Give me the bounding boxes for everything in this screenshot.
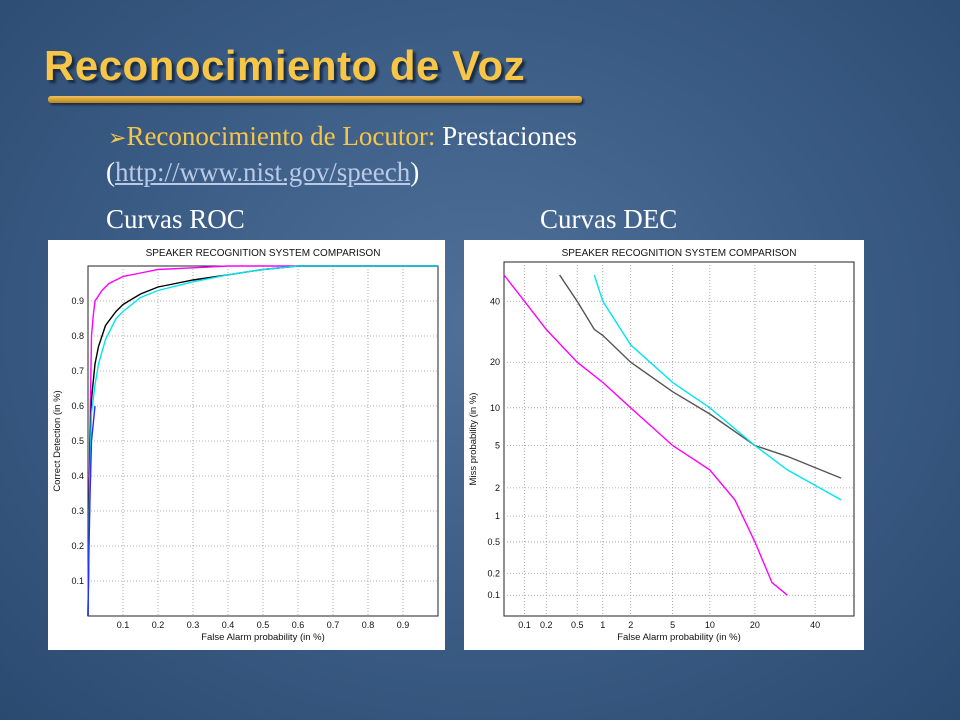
x-tick-label: 40 [810,620,820,630]
x-tick-label: 5 [670,620,675,630]
series-line-0 [87,265,438,617]
x-tick-label: 1 [600,620,605,630]
x-tick-label: 0.9 [397,620,410,630]
x-tick-label: 0.2 [540,620,553,630]
y-tick-label: 0.3 [71,506,84,516]
y-tick-label: 1 [495,511,500,521]
x-tick-label: 0.5 [571,620,584,630]
series-line-2 [87,265,438,617]
bullet-highlight: Reconocimiento de Locutor: [126,121,436,151]
x-tick-label: 0.8 [362,620,375,630]
x-tick-label: 0.3 [187,620,200,630]
y-tick-label: 0.6 [71,401,84,411]
bullet-rest: Prestaciones [435,121,578,151]
bullet-line: ➢Reconocimiento de Locutor: Prestaciones [108,120,577,154]
title-underline [48,96,582,103]
y-tick-label: 0.7 [71,366,84,376]
x-tick-label: 0.6 [292,620,305,630]
x-tick-label: 0.5 [257,620,270,630]
y-tick-label: 0.8 [71,331,84,341]
subtitle-dec: Curvas DEC [540,204,678,234]
y-tick-label: 2 [495,483,500,493]
y-tick-label: 0.2 [71,541,84,551]
y-tick-label: 10 [490,403,500,413]
dec-chart-panel: SPEAKER RECOGNITION SYSTEM COMPARISON 0.1… [464,240,864,650]
y-tick-label: 0.5 [487,537,500,547]
y-tick-label: 0.5 [71,436,84,446]
y-tick-label: 0.1 [487,590,500,600]
nist-link[interactable]: http://www.nist.gov/speech [115,157,411,187]
y-tick-label: 0.4 [71,471,84,481]
x-tick-label: 0.2 [152,620,165,630]
y-tick-label: 0.9 [71,296,84,306]
series-line-2 [593,274,842,501]
x-axis-label: False Alarm probability (in %) [617,632,741,643]
x-tick-label: 2 [628,620,633,630]
y-tick-label: 40 [490,296,500,306]
bullet-arrow-icon: ➢ [108,125,127,150]
slide-title: Reconocimiento de Voz [44,42,526,89]
x-axis-label: False Alarm probability (in %) [201,632,325,643]
y-tick-label: 20 [490,357,500,367]
y-tick-label: 5 [495,440,500,450]
y-axis-label: Correct Detection (in %) [52,390,63,491]
roc-chart: SPEAKER RECOGNITION SYSTEM COMPARISON 0.1… [52,248,439,643]
roc-chart-panel: SPEAKER RECOGNITION SYSTEM COMPARISON 0.1… [48,240,445,650]
x-tick-label: 0.1 [518,620,531,630]
plot-frame [503,261,855,617]
dec-chart: SPEAKER RECOGNITION SYSTEM COMPARISON 0.1… [468,248,855,643]
chart-title: SPEAKER RECOGNITION SYSTEM COMPARISON [562,248,797,259]
y-tick-label: 0.1 [71,576,84,586]
paren-close: ) [410,157,420,187]
chart-title: SPEAKER RECOGNITION SYSTEM COMPARISON [146,248,381,259]
x-tick-label: 0.7 [327,620,340,630]
x-tick-label: 0.4 [222,620,235,630]
subtitle-roc: Curvas ROC [106,204,245,234]
paren-open: ( [106,157,115,187]
y-tick-label: 0.2 [487,568,500,578]
x-tick-label: 20 [750,620,760,630]
series-line-1 [559,274,842,479]
x-tick-label: 0.1 [117,620,130,630]
series-line-3 [87,405,96,617]
y-axis-label: Miss probability (in %) [468,393,479,486]
bullet-link-line: (http://www.nist.gov/speech) [106,156,419,188]
series-line-0 [503,274,788,596]
x-tick-label: 10 [705,620,715,630]
